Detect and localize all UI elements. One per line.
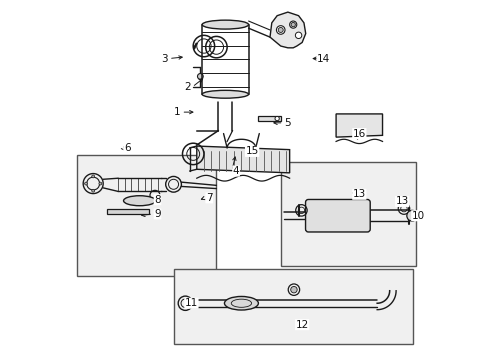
Circle shape [291, 287, 297, 293]
Circle shape [92, 189, 95, 192]
Text: 7: 7 [206, 193, 213, 203]
Text: 14: 14 [317, 54, 330, 64]
Circle shape [112, 210, 115, 213]
Ellipse shape [202, 20, 248, 29]
Circle shape [85, 182, 88, 185]
Polygon shape [197, 146, 290, 173]
Polygon shape [270, 12, 306, 48]
Polygon shape [258, 116, 281, 121]
Circle shape [92, 175, 95, 178]
Circle shape [275, 116, 279, 121]
Bar [77, 155, 217, 276]
Text: 1: 1 [174, 107, 180, 117]
Circle shape [140, 199, 143, 202]
Circle shape [295, 32, 302, 39]
Text: 8: 8 [154, 195, 161, 204]
Ellipse shape [202, 90, 248, 98]
Circle shape [99, 182, 102, 185]
Text: 15: 15 [245, 147, 259, 157]
Text: 4: 4 [233, 166, 240, 176]
Circle shape [407, 210, 417, 221]
Polygon shape [336, 114, 383, 137]
Text: 12: 12 [295, 320, 309, 330]
Bar [173, 269, 413, 344]
Text: 13: 13 [353, 189, 366, 199]
Bar [281, 162, 416, 266]
Text: 3: 3 [161, 54, 168, 64]
Text: 11: 11 [185, 298, 198, 308]
Text: 5: 5 [285, 118, 291, 128]
Text: 16: 16 [353, 129, 366, 139]
Text: 9: 9 [154, 209, 161, 219]
Circle shape [291, 22, 295, 27]
Circle shape [131, 199, 134, 202]
Circle shape [197, 73, 203, 79]
Circle shape [136, 199, 139, 202]
Text: 10: 10 [412, 211, 425, 221]
Circle shape [136, 210, 140, 213]
FancyBboxPatch shape [306, 199, 370, 232]
Circle shape [276, 26, 285, 34]
Circle shape [145, 199, 148, 202]
Circle shape [290, 21, 297, 28]
Circle shape [278, 27, 283, 32]
Text: 6: 6 [124, 143, 130, 153]
Text: 13: 13 [395, 197, 409, 206]
Polygon shape [107, 208, 148, 214]
Ellipse shape [123, 196, 156, 206]
Circle shape [128, 210, 132, 213]
Ellipse shape [224, 296, 258, 310]
Text: 2: 2 [185, 82, 191, 92]
Circle shape [120, 210, 123, 213]
